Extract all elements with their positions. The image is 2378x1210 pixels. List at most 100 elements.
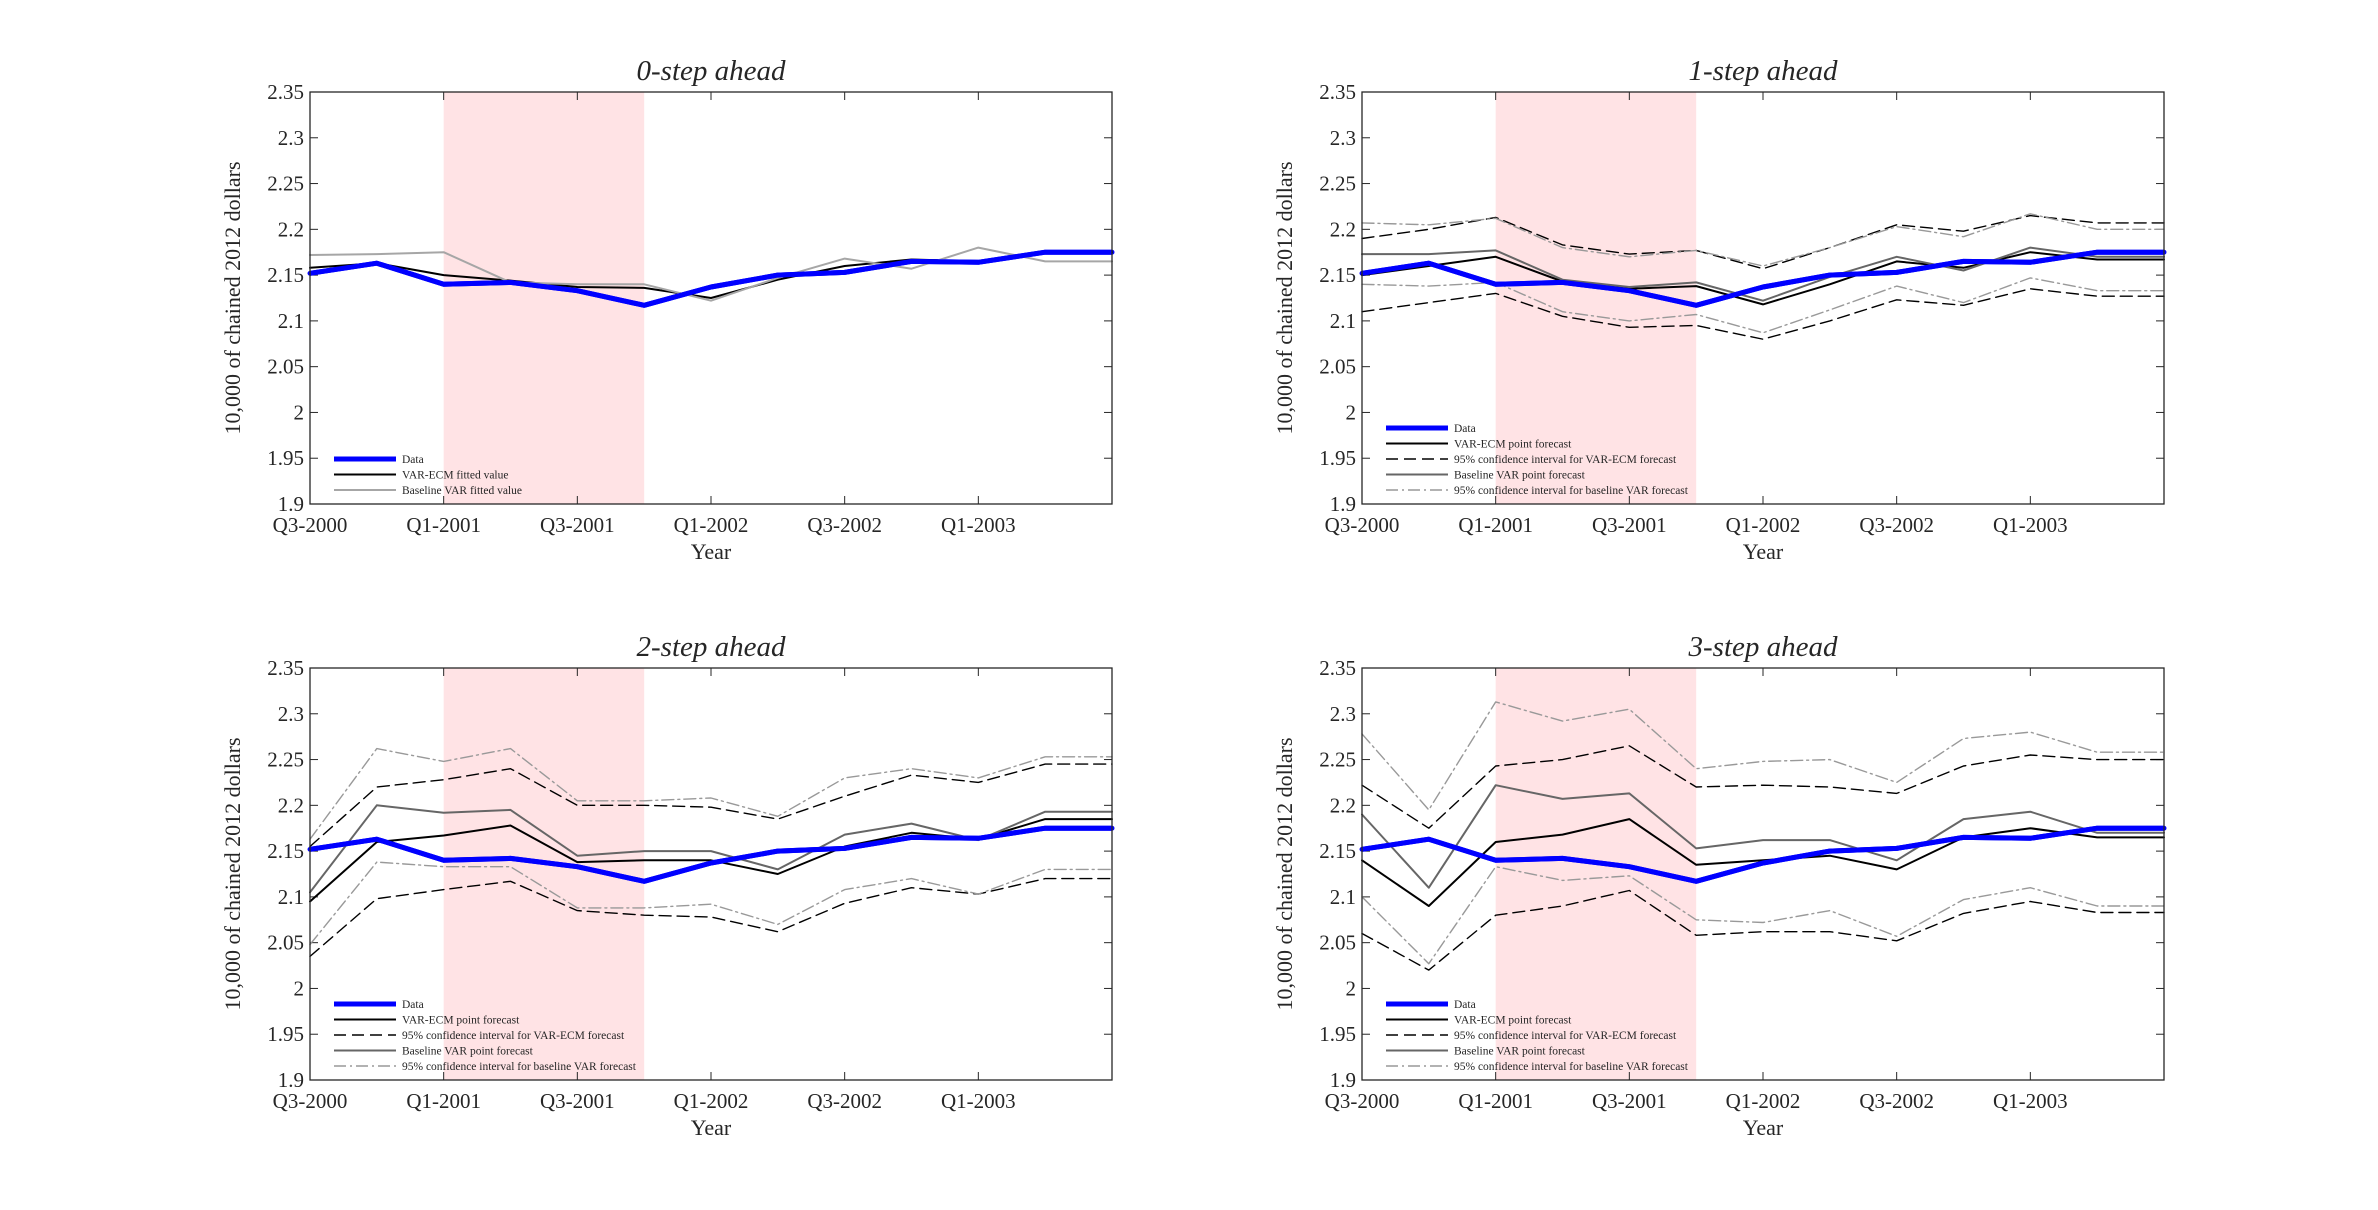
legend-label: Data xyxy=(402,999,424,1011)
x-tick-label: Q3-2002 xyxy=(807,513,882,537)
x-axis-label: Year xyxy=(691,539,732,564)
y-axis-label: 10,000 of chained 2012 dollars xyxy=(1272,737,1297,1010)
y-tick-label: 2.1 xyxy=(1330,309,1356,333)
y-tick-label: 2 xyxy=(294,976,305,1000)
x-tick-label: Q3-2000 xyxy=(273,1089,348,1113)
series-line-var_ecm_point xyxy=(1361,251,2165,306)
legend-label: 95% confidence interval for baseline VAR… xyxy=(402,1061,637,1073)
x-tick-label: Q1-2003 xyxy=(1993,1089,2068,1113)
series-line-var_ecm_ci xyxy=(1361,889,2165,971)
x-tick-label: Q3-2002 xyxy=(1859,1089,1934,1113)
legend-label: Baseline VAR fitted value xyxy=(402,485,522,497)
y-tick-label: 1.95 xyxy=(1319,446,1356,470)
y-tick-label: 2.25 xyxy=(267,748,304,772)
y-tick-label: 2.25 xyxy=(267,172,304,196)
x-tick-label: Q3-2000 xyxy=(273,513,348,537)
y-axis-label: 10,000 of chained 2012 dollars xyxy=(1272,161,1297,434)
y-tick-label: 2.05 xyxy=(1319,931,1356,955)
legend-label: 95% confidence interval for VAR-ECM fore… xyxy=(1454,454,1677,466)
series-line-var_ecm_ci xyxy=(1361,214,2165,270)
y-tick-label: 2.05 xyxy=(267,355,304,379)
x-axis-label: Year xyxy=(1743,539,1784,564)
y-tick-label: 2.25 xyxy=(1319,748,1356,772)
series-line-data-top xyxy=(309,825,1112,884)
y-tick-label: 1.95 xyxy=(1319,1022,1356,1046)
series-line-baseline_ci xyxy=(1361,213,2165,267)
x-tick-label: Q3-2002 xyxy=(1859,513,1934,537)
y-tick-label: 2.35 xyxy=(1319,656,1356,680)
y-tick-label: 1.95 xyxy=(267,446,304,470)
legend-label: 95% confidence interval for VAR-ECM fore… xyxy=(1454,1030,1677,1042)
series-line-baseline_point xyxy=(1361,784,2165,889)
chart-title: 3-step ahead xyxy=(1688,631,1838,663)
x-tick-label: Q3-2000 xyxy=(1325,1089,1400,1113)
legend-label: Data xyxy=(1454,423,1476,435)
y-tick-label: 2.3 xyxy=(278,702,304,726)
y-tick-label: 2.35 xyxy=(1319,80,1356,104)
x-tick-label: Q1-2002 xyxy=(1726,1089,1801,1113)
x-tick-label: Q3-2001 xyxy=(540,513,615,537)
legend: Data VAR-ECM point forecast 95% confidence… xyxy=(1386,999,1689,1073)
x-tick-label: Q1-2002 xyxy=(1726,513,1801,537)
series-line-baseline_ci xyxy=(1361,866,2165,965)
series-line-var_ecm_point xyxy=(1361,818,2165,907)
y-tick-label: 2.1 xyxy=(278,309,304,333)
y-tick-label: 2.3 xyxy=(1330,126,1356,150)
legend-label: 95% confidence interval for baseline VAR… xyxy=(1454,1061,1689,1073)
series-line-baseline_fitted xyxy=(309,246,1113,302)
y-tick-label: 2 xyxy=(1346,976,1357,1000)
x-tick-label: Q3-2002 xyxy=(807,1089,882,1113)
chart-panel-0: 0-step ahead 1.9 1.95 2 2.05 2.1 2.15 2.2 2.25 2.… xyxy=(220,55,1115,564)
chart-panel-2: 2-step ahead 1.9 1.95 2 2.05 2.1 2.15 2.2 2.25 2.… xyxy=(220,631,1115,1140)
axes-frame xyxy=(309,91,1113,505)
y-axis-label: 10,000 of chained 2012 dollars xyxy=(220,737,245,1010)
y-tick-label: 2.2 xyxy=(1330,217,1356,241)
y-axis-label: 10,000 of chained 2012 dollars xyxy=(220,161,245,434)
y-tick-label: 2.25 xyxy=(1319,172,1356,196)
x-tick-label: Q1-2002 xyxy=(674,1089,749,1113)
y-tick-label: 2.05 xyxy=(267,931,304,955)
y-tick-label: 1.9 xyxy=(278,1068,304,1092)
axes-frame xyxy=(309,667,1113,1081)
y-tick-label: 2.1 xyxy=(278,885,304,909)
legend-label: VAR-ECM point forecast xyxy=(1454,439,1572,451)
legend-label: 95% confidence interval for baseline VAR… xyxy=(1454,485,1689,497)
y-tick-label: 2.15 xyxy=(1319,839,1356,863)
legend-label: Baseline VAR point forecast xyxy=(1454,470,1586,482)
y-tick-label: 1.9 xyxy=(278,492,304,516)
y-tick-label: 2.35 xyxy=(267,656,304,680)
x-tick-label: Q3-2001 xyxy=(540,1089,615,1113)
chart-title: 1-step ahead xyxy=(1689,55,1838,87)
legend-label: Baseline VAR point forecast xyxy=(1454,1046,1586,1058)
axes-frame xyxy=(1361,91,2165,505)
x-axis-label: Year xyxy=(691,1115,732,1140)
legend-label: VAR-ECM fitted value xyxy=(402,470,508,482)
chart-title: 2-step ahead xyxy=(637,631,786,663)
chart-panel-3: 3-step ahead 1.9 1.95 2 2.05 2.1 2.15 2.2 2.25 2.… xyxy=(1272,631,2167,1140)
legend-label: VAR-ECM point forecast xyxy=(1454,1015,1572,1027)
x-tick-label: Q1-2003 xyxy=(1993,513,2068,537)
y-tick-label: 2.2 xyxy=(278,793,304,817)
y-tick-label: 2.2 xyxy=(1330,793,1356,817)
y-tick-label: 2.3 xyxy=(1330,702,1356,726)
y-tick-label: 2.15 xyxy=(1319,263,1356,287)
legend-label: Data xyxy=(402,454,424,466)
y-tick-label: 2.05 xyxy=(1319,355,1356,379)
series-line-var_ecm_ci xyxy=(1361,745,2165,829)
y-tick-label: 1.9 xyxy=(1330,492,1356,516)
legend-label: VAR-ECM point forecast xyxy=(402,1015,520,1027)
series-line-var_ecm_ci xyxy=(309,763,1113,848)
y-tick-label: 2.3 xyxy=(278,126,304,150)
y-tick-label: 2.2 xyxy=(278,217,304,241)
y-tick-label: 2.15 xyxy=(267,839,304,863)
x-tick-label: Q1-2001 xyxy=(1458,1089,1533,1113)
series-line-data-top xyxy=(1361,249,2164,308)
y-tick-label: 1.95 xyxy=(267,1022,304,1046)
series-line-data-top xyxy=(1361,825,2164,884)
x-tick-label: Q1-2003 xyxy=(941,513,1016,537)
series-line-baseline_point xyxy=(1361,246,2165,302)
series-line-baseline_ci xyxy=(309,861,1113,946)
y-tick-label: 1.9 xyxy=(1330,1068,1356,1092)
series-line-baseline_ci xyxy=(309,747,1113,840)
chart-title: 0-step ahead xyxy=(637,55,786,87)
